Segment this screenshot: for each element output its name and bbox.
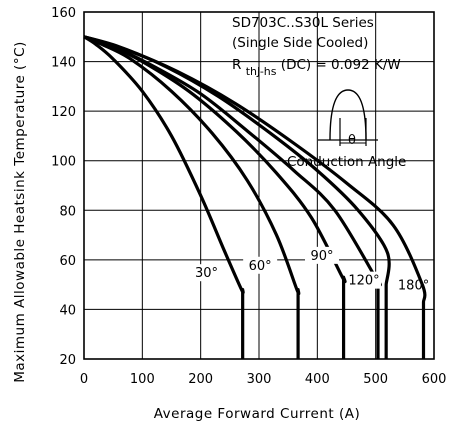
conduction-angle-inset: θ Conduction Angle	[287, 89, 406, 170]
series-line-3	[83, 35, 347, 359]
series-label: 60°	[249, 259, 272, 274]
series-label-bg	[347, 271, 381, 289]
x-tick-label: 600	[422, 372, 447, 387]
plot-frame	[83, 11, 435, 360]
y-tick-label: 100	[51, 155, 76, 170]
inset-theta-symbol: θ	[348, 133, 356, 148]
annotation-series-name: SD703C..S30L Series	[232, 15, 374, 31]
series-line-4	[83, 35, 382, 359]
series-label: 90°	[310, 249, 333, 264]
y-tick-label: 20	[59, 353, 76, 368]
inset-sine-pulse	[329, 89, 367, 141]
annotation-box: SD703C..S30L Series (Single Side Cooled)…	[232, 15, 401, 79]
conduction-angle-label: Conduction Angle	[287, 154, 406, 170]
x-tick-label: 200	[188, 372, 213, 387]
x-tick-label: 300	[247, 372, 272, 387]
series-label-bg	[305, 246, 339, 264]
y-tick-label: 160	[51, 6, 76, 21]
tick-labels: 0 100 200 300 400 500 600 20 40 60 80 100 120 140 160	[51, 6, 446, 387]
series-label-bg	[243, 256, 278, 274]
y-tick-label: 120	[51, 105, 76, 120]
annotation-thermal-resistance: R thJ-hs (DC) = 0.092 K/W	[232, 57, 401, 79]
y-tick-label: 40	[59, 303, 76, 318]
annotation-r-symbol: R	[232, 57, 241, 73]
y-tick-label: 140	[51, 56, 76, 71]
series-line-6	[83, 35, 427, 359]
x-axis-title: Average Forward Current (A)	[154, 406, 361, 422]
x-tick-label: 500	[363, 372, 388, 387]
annotation-r-subscript: thJ-hs	[246, 65, 277, 78]
series-line-1	[83, 35, 245, 359]
series-label: 120°	[348, 274, 379, 289]
series-group: 30° 60°90°120° 180°	[83, 35, 431, 359]
y-axis-title: Maximum Allowable Heatsink Temperature (…	[12, 41, 28, 383]
x-tick-label: 400	[305, 372, 330, 387]
series-label-bg	[189, 264, 224, 282]
x-tick-label: 100	[130, 372, 155, 387]
annotation-cooling: (Single Side Cooled)	[232, 35, 368, 51]
series-label: 30°	[195, 266, 218, 281]
y-tick-label: 60	[59, 254, 76, 269]
annotation-r-value: (DC) = 0.092 K/W	[281, 57, 401, 73]
series-line-2	[83, 35, 301, 359]
x-tick-label: 0	[80, 372, 88, 387]
y-tick-label: 80	[59, 204, 76, 219]
